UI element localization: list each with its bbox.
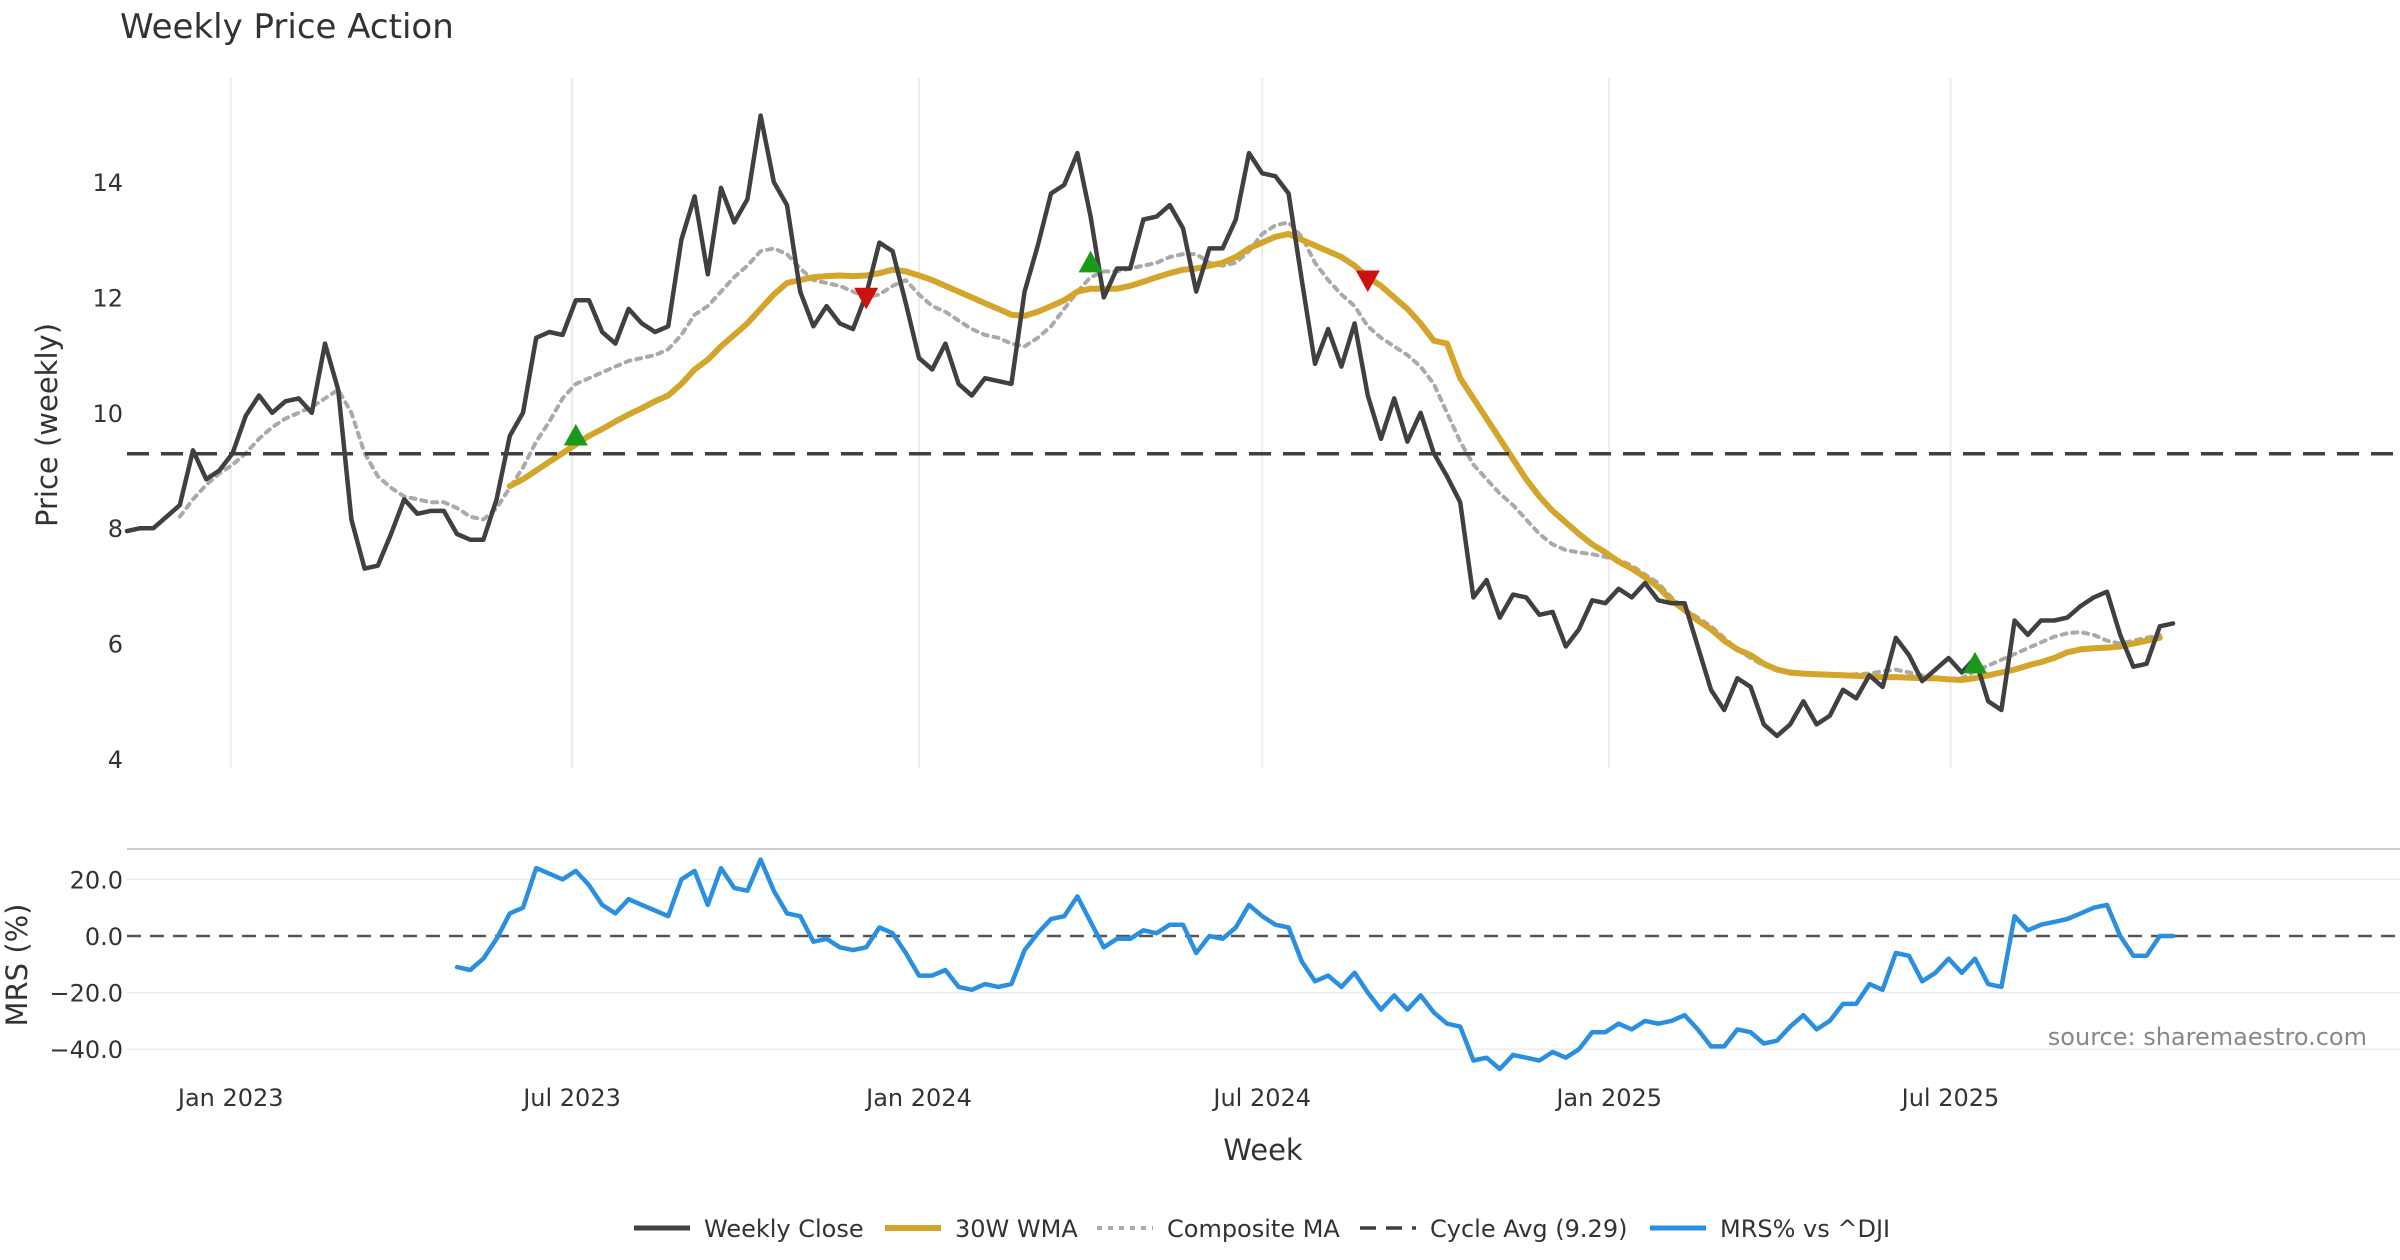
x-tick-label: Jan 2024 [864, 1084, 972, 1112]
price-y-ticks: 4 6 8 10 12 14 [92, 169, 123, 774]
legend-label: 30W WMA [955, 1215, 1078, 1243]
price-y-tick-label: 10 [92, 400, 123, 428]
x-tick-label: Jul 2023 [521, 1084, 621, 1112]
x-axis-label: Week [1223, 1133, 1303, 1167]
price-y-tick-label: 4 [108, 746, 123, 774]
x-tick-label: Jan 2023 [176, 1084, 284, 1112]
x-tick-label: Jan 2025 [1554, 1084, 1662, 1112]
signal-markers [563, 250, 1987, 674]
price-series [124, 113, 2400, 739]
price-y-axis-label: Price (weekly) [30, 323, 64, 527]
source-note: source: sharemaestro.com [2048, 1023, 2367, 1051]
buy-signal-marker [563, 423, 588, 446]
mrs-y-tick-label: 0.0 [85, 923, 123, 951]
price-y-tick-label: 14 [92, 169, 123, 197]
sell-signal-marker [1355, 270, 1380, 293]
chart-title: Weekly Price Action [120, 7, 454, 47]
mrs-grid [127, 878, 2400, 1050]
price-y-tick-label: 12 [92, 284, 123, 312]
x-axis-ticks: Jan 2023 Jul 2023 Jan 2024 Jul 2024 Jan 2025… [176, 1084, 1999, 1112]
mrs-line [454, 857, 2176, 1072]
price-y-tick-label: 8 [108, 515, 123, 543]
buy-signal-marker [1963, 651, 1987, 674]
legend-label: Cycle Avg (9.29) [1430, 1215, 1627, 1243]
x-tick-label: Jul 2025 [1900, 1084, 2000, 1112]
mrs-y-ticks: 20.0 0.0 −20.0 −40.0 [49, 866, 123, 1064]
sell-signal-marker [854, 287, 879, 310]
weekly-close-line [124, 113, 2176, 739]
mrs-y-tick-label: −20.0 [49, 980, 123, 1008]
mrs-y-axis-label: MRS (%) [0, 904, 34, 1027]
legend-label: Composite MA [1167, 1215, 1340, 1243]
price-grid [229, 78, 1952, 768]
mrs-y-tick-label: −40.0 [49, 1036, 123, 1064]
x-tick-label: Jul 2024 [1211, 1084, 1311, 1112]
legend-label: MRS% vs ^DJI [1720, 1215, 1890, 1243]
legend-label: Weekly Close [704, 1215, 864, 1243]
legend: Weekly Close 30W WMA Composite MA Cycle Avg… [634, 1215, 1890, 1243]
mrs-series [454, 857, 2176, 1072]
price-y-tick-label: 6 [108, 631, 123, 659]
buy-signal-marker [1078, 250, 1103, 273]
mrs-y-tick-label: 20.0 [70, 866, 123, 894]
